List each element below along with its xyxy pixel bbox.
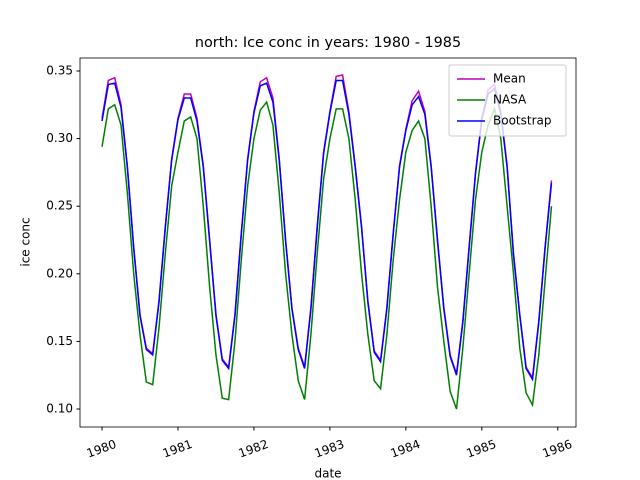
y-tick-label: 0.35	[46, 63, 73, 77]
legend-label: Mean	[493, 72, 526, 86]
legend-box	[448, 64, 567, 137]
y-tick-label: 0.20	[46, 266, 73, 280]
series-line	[101, 100, 553, 410]
y-tick-label: 0.15	[46, 334, 73, 348]
x-axis-label: date	[314, 467, 341, 480]
chart-title: north: Ice conc in years: 1980 - 1985	[195, 35, 461, 51]
y-tick-label: 0.30	[46, 131, 73, 145]
y-tick-label: 0.10	[46, 402, 73, 416]
series-line	[101, 79, 553, 382]
legend: Mean NASA Bootstrap	[448, 64, 567, 137]
y-axis-label: ice conc	[19, 217, 33, 266]
axes-frame	[79, 57, 577, 428]
legend-label: Bootstrap	[493, 114, 551, 128]
y-tick-label: 0.25	[46, 199, 73, 213]
legend-label: NASA	[493, 93, 527, 107]
